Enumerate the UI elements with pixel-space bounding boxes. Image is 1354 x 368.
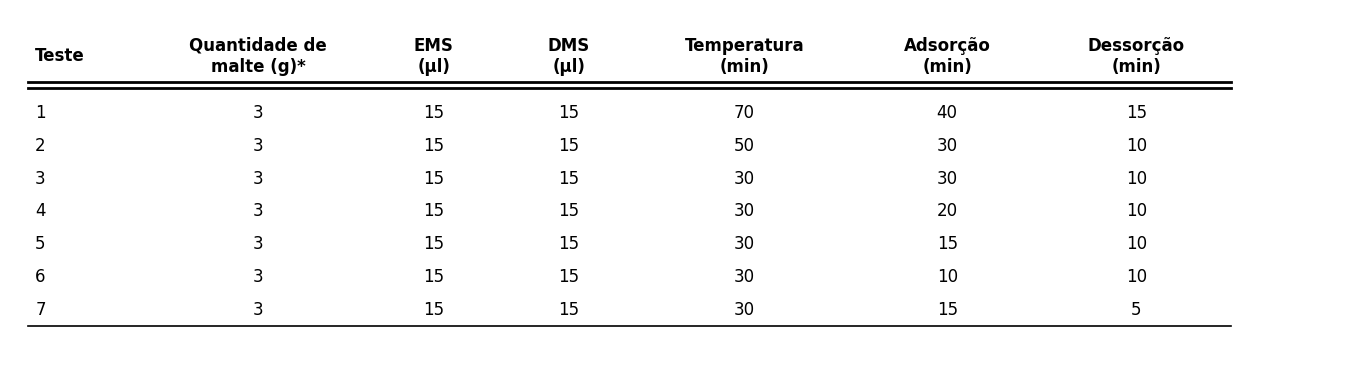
- Text: 6: 6: [35, 268, 46, 286]
- Text: 3: 3: [253, 268, 264, 286]
- Text: Dessorção
(min): Dessorção (min): [1087, 37, 1185, 75]
- Text: 15: 15: [424, 268, 444, 286]
- Text: 10: 10: [1127, 268, 1147, 286]
- Text: 15: 15: [424, 104, 444, 122]
- Text: Quantidade de
malte (g)*: Quantidade de malte (g)*: [190, 37, 328, 75]
- Text: 15: 15: [937, 301, 957, 319]
- Text: 30: 30: [734, 235, 756, 253]
- Text: 15: 15: [558, 301, 580, 319]
- Text: 15: 15: [558, 268, 580, 286]
- Text: 1: 1: [35, 104, 46, 122]
- Text: 15: 15: [558, 170, 580, 188]
- Text: 3: 3: [35, 170, 46, 188]
- Text: 15: 15: [1127, 104, 1147, 122]
- Text: 15: 15: [558, 104, 580, 122]
- Text: 3: 3: [253, 170, 264, 188]
- Text: 2: 2: [35, 137, 46, 155]
- Text: 15: 15: [937, 235, 957, 253]
- Text: 15: 15: [424, 170, 444, 188]
- Text: 7: 7: [35, 301, 46, 319]
- Text: 15: 15: [424, 235, 444, 253]
- Text: 40: 40: [937, 104, 957, 122]
- Text: 10: 10: [1127, 137, 1147, 155]
- Text: 70: 70: [734, 104, 756, 122]
- Text: 5: 5: [1131, 301, 1141, 319]
- Text: 3: 3: [253, 235, 264, 253]
- Text: 30: 30: [734, 170, 756, 188]
- Text: 15: 15: [424, 301, 444, 319]
- Text: Temperatura
(min): Temperatura (min): [685, 37, 804, 75]
- Text: 5: 5: [35, 235, 46, 253]
- Text: 15: 15: [558, 137, 580, 155]
- Text: 10: 10: [937, 268, 957, 286]
- Text: 30: 30: [734, 301, 756, 319]
- Text: EMS
(µl): EMS (µl): [414, 37, 454, 75]
- Text: 10: 10: [1127, 202, 1147, 220]
- Text: 3: 3: [253, 202, 264, 220]
- Text: 30: 30: [734, 268, 756, 286]
- Text: 30: 30: [937, 137, 957, 155]
- Text: 15: 15: [558, 202, 580, 220]
- Text: 4: 4: [35, 202, 46, 220]
- Text: DMS
(µl): DMS (µl): [548, 37, 590, 75]
- Text: 15: 15: [424, 202, 444, 220]
- Text: 15: 15: [558, 235, 580, 253]
- Text: 15: 15: [424, 137, 444, 155]
- Text: 3: 3: [253, 104, 264, 122]
- Text: 3: 3: [253, 301, 264, 319]
- Text: Teste: Teste: [35, 47, 85, 65]
- Text: 30: 30: [937, 170, 957, 188]
- Text: 20: 20: [937, 202, 957, 220]
- Text: 30: 30: [734, 202, 756, 220]
- Text: 50: 50: [734, 137, 756, 155]
- Text: Adsorção
(min): Adsorção (min): [904, 37, 991, 75]
- Text: 10: 10: [1127, 170, 1147, 188]
- Text: 3: 3: [253, 137, 264, 155]
- Text: 10: 10: [1127, 235, 1147, 253]
